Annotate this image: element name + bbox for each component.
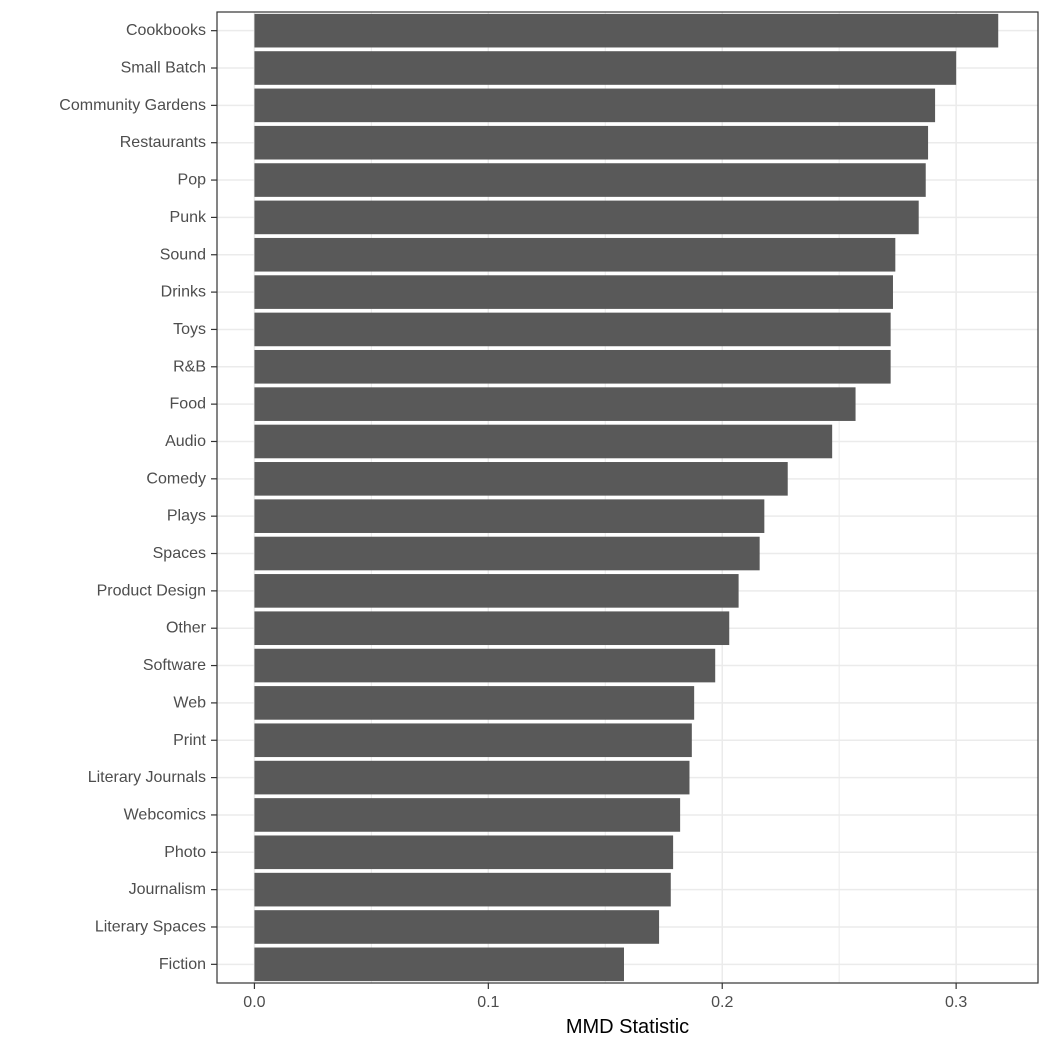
bar <box>254 611 730 646</box>
y-tick-label: Software <box>143 657 206 674</box>
y-tick-label: Comedy <box>146 470 206 487</box>
bar <box>254 686 695 720</box>
y-tick-label: Plays <box>167 508 206 525</box>
x-tick-label: 0.1 <box>477 994 499 1011</box>
bar <box>254 872 671 907</box>
y-tick-label: Journalism <box>129 881 206 898</box>
y-tick-label: Audio <box>165 433 206 450</box>
bar <box>254 13 999 48</box>
x-tick-label: 0.3 <box>945 994 967 1011</box>
y-tick-label: Food <box>170 396 206 413</box>
y-tick-label: R&B <box>173 358 206 375</box>
y-tick-label: Restaurants <box>120 134 206 151</box>
bar <box>254 760 690 795</box>
y-tick-label: Print <box>173 732 206 749</box>
bar <box>254 387 856 421</box>
y-tick-label: Other <box>166 620 207 637</box>
bar <box>254 798 681 832</box>
y-tick-label: Web <box>173 694 206 711</box>
y-tick-label: Cookbooks <box>126 22 206 39</box>
x-axis-title: MMD Statistic <box>566 1016 689 1038</box>
bar <box>254 200 919 235</box>
bar <box>254 723 692 758</box>
bar <box>254 835 674 870</box>
bar <box>254 312 891 347</box>
y-axis: Cookbooks Small Batch Community Gardens Res… <box>59 22 217 973</box>
y-tick-label: Community Gardens <box>59 97 206 114</box>
bar <box>254 947 624 982</box>
panel-border <box>216 11 1039 984</box>
y-tick-label: Product Design <box>97 582 206 599</box>
x-tick-label: 0.2 <box>711 994 733 1011</box>
bars <box>254 13 999 982</box>
bar <box>254 574 739 608</box>
bar <box>254 536 760 571</box>
bar <box>254 462 788 496</box>
bar <box>254 237 896 272</box>
y-tick-label: Small Batch <box>121 60 206 77</box>
y-tick-label: Toys <box>173 321 206 338</box>
y-tick-label: Sound <box>160 246 206 263</box>
bar <box>254 163 926 197</box>
y-tick-label: Photo <box>164 844 206 861</box>
bar <box>254 51 957 85</box>
y-tick-label: Literary Journals <box>88 769 206 786</box>
bar <box>254 424 833 459</box>
bar <box>254 648 716 683</box>
bar <box>254 88 936 123</box>
y-tick-label: Spaces <box>153 545 206 562</box>
y-tick-label: Punk <box>170 209 207 226</box>
y-tick-label: Drinks <box>161 284 206 301</box>
y-tick-label: Pop <box>178 172 207 189</box>
bar <box>254 349 891 384</box>
y-tick-label: Webcomics <box>124 806 206 823</box>
y-tick-label: Literary Spaces <box>95 918 206 935</box>
bar <box>254 275 893 309</box>
y-tick-label: Fiction <box>159 956 206 973</box>
bar <box>254 499 765 533</box>
bar <box>254 910 660 944</box>
x-tick-label: 0.0 <box>243 994 265 1011</box>
x-axis: 0.0 0.1 0.2 0.3 <box>243 983 967 1011</box>
bar <box>254 125 929 160</box>
